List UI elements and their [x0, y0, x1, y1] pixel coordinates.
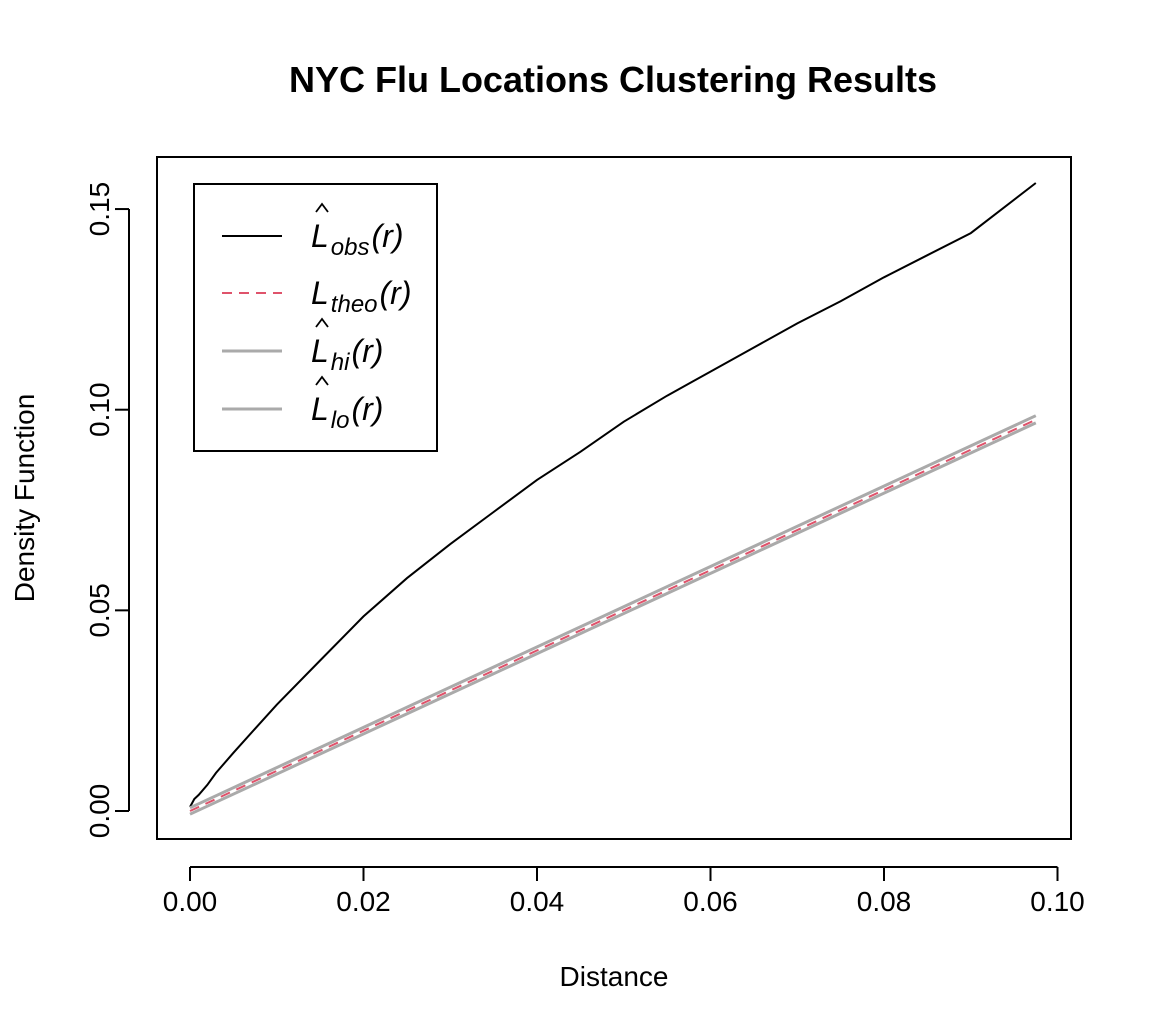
y-axis: 0.00 0.05 0.10 0.15: [84, 182, 130, 839]
plot-frame: [156, 156, 1072, 840]
series-line-theo: [189, 418, 1037, 812]
legend-hat-lo: [315, 375, 329, 386]
legend-label-lo: Llo(r): [311, 391, 383, 434]
legend-label-obs: Lobs(r): [311, 218, 403, 261]
legend-hat-obs: [315, 202, 329, 213]
legend-label-theo: Ltheo(r): [311, 275, 411, 318]
x-tick-label: 0.04: [510, 886, 565, 917]
y-tick-label: 0.05: [84, 583, 115, 638]
x-axis-title: Distance: [560, 961, 669, 992]
y-tick-label: 0.00: [84, 784, 115, 839]
x-tick-label: 0.06: [683, 886, 738, 917]
chart-title: NYC Flu Locations Clustering Results: [289, 59, 937, 100]
legend: Lobs(r) Ltheo(r) Lhi(r) Llo(r): [193, 183, 438, 452]
x-tick-label: 0.10: [1030, 886, 1085, 917]
legend-hat-hi: [315, 317, 329, 328]
series-line-hi: [189, 414, 1037, 810]
series-line-obs: [189, 182, 1037, 808]
y-tick-label: 0.15: [84, 182, 115, 237]
legend-label-hi: Lhi(r): [311, 333, 383, 376]
x-tick-label: 0.02: [336, 886, 391, 917]
x-tick-label: 0.00: [163, 886, 218, 917]
series-line-lo: [189, 421, 1037, 816]
y-axis-title: Density Function: [9, 394, 40, 603]
x-axis: 0.00 0.02 0.04 0.06 0.08 0.10: [163, 866, 1085, 917]
y-tick-label: 0.10: [84, 382, 115, 437]
x-tick-label: 0.08: [857, 886, 912, 917]
series-lines: [189, 182, 1037, 816]
legend-box: [193, 183, 438, 452]
